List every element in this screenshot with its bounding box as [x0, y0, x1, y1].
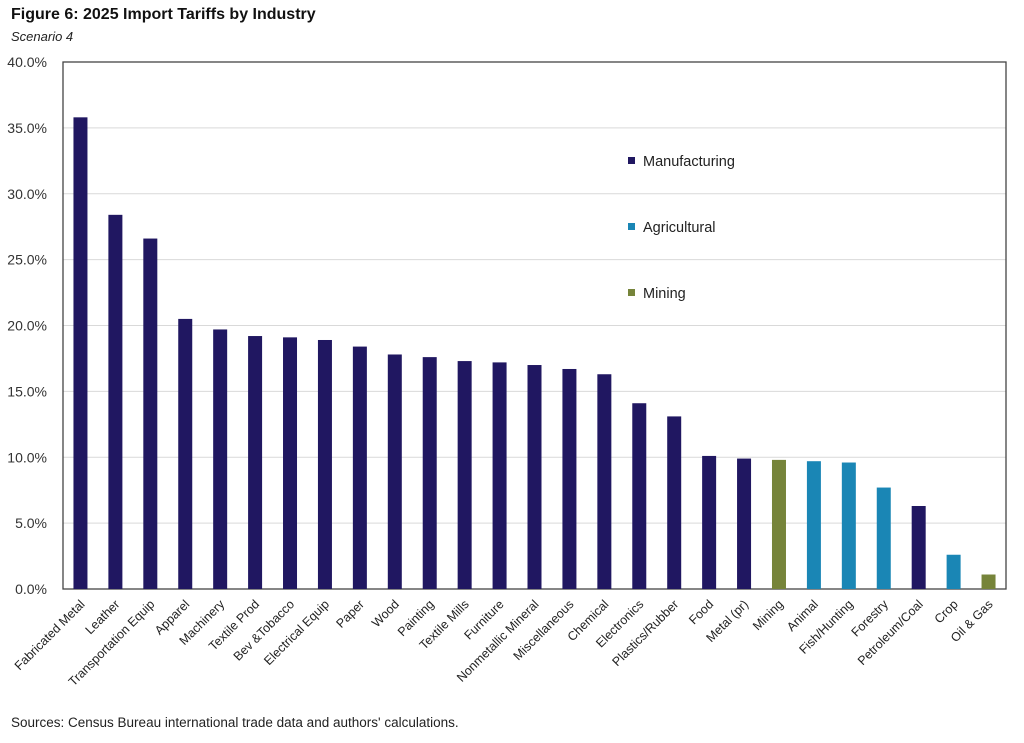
y-tick-label: 40.0% [7, 54, 47, 70]
legend-swatch [628, 157, 635, 164]
bar [73, 117, 88, 590]
y-tick-label: 15.0% [7, 383, 47, 399]
x-tick-label: Wood [369, 597, 402, 630]
legend-swatch [628, 223, 635, 230]
chart-subtitle: Scenario 4 [11, 29, 74, 44]
source-note: Sources: Census Bureau international tra… [11, 715, 459, 730]
bar [876, 487, 891, 589]
bar [387, 354, 402, 589]
bar [283, 337, 298, 589]
bar [352, 346, 367, 589]
bar [667, 416, 682, 589]
bar [317, 339, 332, 589]
x-tick-label: Fabricated Metal [12, 597, 88, 673]
bar [457, 361, 472, 589]
y-tick-label: 0.0% [15, 581, 47, 597]
bar [981, 574, 996, 589]
bar [771, 459, 786, 589]
bar [806, 461, 821, 589]
y-tick-label: 25.0% [7, 252, 47, 268]
x-tick-label: Electrical Equip [261, 597, 332, 668]
legend-swatch [628, 289, 635, 296]
y-tick-label: 10.0% [7, 449, 47, 465]
bar [248, 336, 263, 589]
bar [422, 357, 437, 589]
y-tick-label: 20.0% [7, 318, 47, 334]
x-tick-label: Petroleum/Coal [855, 597, 926, 668]
legend-label: Manufacturing [643, 154, 735, 170]
y-tick-label: 30.0% [7, 186, 47, 202]
bar [632, 403, 647, 589]
x-tick-label: Bev &Tobacco [231, 597, 297, 663]
bar [178, 318, 193, 589]
bar [527, 365, 542, 589]
x-tick-label: Mining [750, 597, 786, 633]
bar [946, 554, 961, 589]
bar [737, 458, 752, 589]
bar [108, 214, 123, 589]
bar [911, 505, 926, 589]
bar [702, 455, 717, 589]
y-tick-label: 35.0% [7, 120, 47, 136]
bar [213, 329, 228, 589]
x-tick-label: Crop [932, 597, 961, 626]
x-tick-label: Paper [334, 597, 367, 630]
legend-label: Mining [643, 286, 686, 302]
chart-title: Figure 6: 2025 Import Tariffs by Industr… [11, 6, 316, 23]
legend-label: Agricultural [643, 220, 716, 236]
bar [841, 462, 856, 589]
y-tick-label: 5.0% [15, 515, 47, 531]
x-tick-label: Food [686, 597, 716, 627]
bar [562, 368, 577, 589]
bar [597, 374, 612, 589]
bar [143, 238, 158, 590]
bar [492, 362, 507, 589]
